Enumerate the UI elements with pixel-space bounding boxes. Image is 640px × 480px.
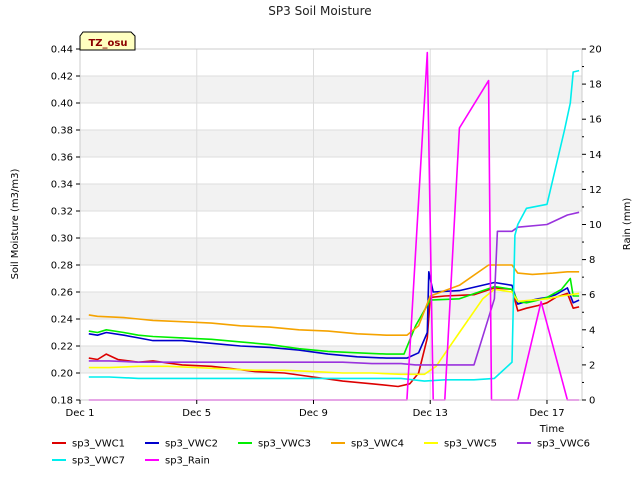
y-tick-label: 0.32 — [51, 207, 73, 218]
x-axis: Dec 1 Dec 5 Dec 9 Dec 13 Dec 17 — [66, 400, 565, 419]
legend-label: sp3_Rain — [165, 456, 210, 467]
plot-band — [80, 319, 582, 346]
chart-title: SP3 Soil Moisture — [268, 4, 371, 18]
y2-tick-label: 2 — [589, 360, 595, 371]
x-tick-label: Dec 9 — [299, 408, 328, 419]
y2-tick-label: 0 — [589, 396, 595, 407]
y2-tick-label: 4 — [589, 325, 595, 336]
plot-band — [80, 184, 582, 211]
legend-label: sp3_VWC6 — [537, 439, 590, 450]
plot-band — [80, 157, 582, 184]
y2-axis-title: Rain (mm) — [622, 198, 633, 251]
x-axis-title: Time — [539, 424, 564, 435]
legend-item: sp3_VWC2 — [145, 439, 218, 450]
y-tick-label: 0.34 — [51, 180, 73, 191]
legend-item: sp3_VWC7 — [52, 456, 125, 467]
plot-bands — [80, 49, 582, 400]
plot-band — [80, 49, 582, 76]
legend: sp3_VWC1 sp3_VWC2 sp3_VWC3 sp3_VWC4 sp3_VWC5… — [52, 439, 590, 467]
y2-tick-label: 18 — [589, 80, 602, 91]
legend-item: sp3_VWC4 — [331, 439, 404, 450]
plot-band — [80, 211, 582, 238]
series-line-sp3-vwc4 — [88, 264, 580, 337]
plot-band — [80, 76, 582, 103]
plot-band — [80, 130, 582, 157]
x-tick-label: Dec 17 — [529, 408, 564, 419]
y2-tick-label: 10 — [589, 220, 602, 231]
y-tick-label: 0.18 — [51, 396, 73, 407]
y-axis-right: 0 2 4 6 8 10 12 14 16 18 20 — [582, 45, 602, 407]
y-axis-title: Soil Moisture (m3/m3) — [10, 169, 21, 280]
y2-tick-label: 14 — [589, 150, 602, 161]
legend-label: sp3_VWC7 — [72, 456, 125, 467]
legend-label: sp3_VWC3 — [258, 439, 311, 450]
y2-tick-label: 6 — [589, 290, 595, 301]
x-tick-label: Dec 1 — [66, 408, 95, 419]
y-tick-label: 0.22 — [51, 342, 73, 353]
plot-band — [80, 103, 582, 130]
y2-tick-label: 20 — [589, 45, 602, 56]
series-line-sp3-vwc6 — [88, 211, 580, 366]
legend-item: sp3_VWC3 — [238, 439, 311, 450]
y2-tick-label: 16 — [589, 115, 602, 126]
y-tick-label: 0.24 — [51, 315, 73, 326]
y-tick-label: 0.26 — [51, 288, 73, 299]
x-tick-label: Dec 5 — [182, 408, 211, 419]
y-tick-label: 0.20 — [51, 369, 73, 380]
series-line-sp3-vwc7 — [88, 69, 580, 382]
plot-band — [80, 346, 582, 373]
y-tick-label: 0.36 — [51, 153, 73, 164]
legend-label: sp3_VWC2 — [165, 439, 218, 450]
y-tick-label: 0.44 — [51, 45, 73, 56]
x-tick-label: Dec 13 — [413, 408, 448, 419]
y2-tick-label: 8 — [589, 255, 595, 266]
legend-item: sp3_VWC6 — [517, 439, 590, 450]
plot-band — [80, 292, 582, 319]
y2-tick-label: 12 — [589, 185, 602, 196]
series-line-sp3-vwc5 — [88, 288, 580, 376]
legend-item: sp3_Rain — [145, 456, 210, 467]
plot-band — [80, 238, 582, 265]
plot-band — [80, 373, 582, 400]
legend-label: sp3_VWC4 — [351, 439, 404, 450]
y-tick-label: 0.38 — [51, 126, 73, 137]
y-tick-label: 0.42 — [51, 72, 73, 83]
y-tick-label: 0.28 — [51, 261, 73, 272]
legend-label: sp3_VWC1 — [72, 439, 125, 450]
y-tick-label: 0.30 — [51, 234, 73, 245]
timezone-badge: TZ_osu — [79, 31, 136, 51]
legend-item: sp3_VWC1 — [52, 439, 125, 450]
y-axis-left: 0.18 0.20 0.22 0.24 0.26 0.28 0.30 0.32 0.34 0.36… — [51, 45, 80, 407]
legend-item: sp3_VWC5 — [424, 439, 497, 450]
legend-label: sp3_VWC5 — [444, 439, 497, 450]
series-line-sp3-vwc2 — [88, 270, 580, 359]
timezone-label: TZ_osu — [88, 38, 127, 49]
series-line-sp3-vwc1 — [88, 287, 580, 388]
y-tick-label: 0.40 — [51, 99, 73, 110]
